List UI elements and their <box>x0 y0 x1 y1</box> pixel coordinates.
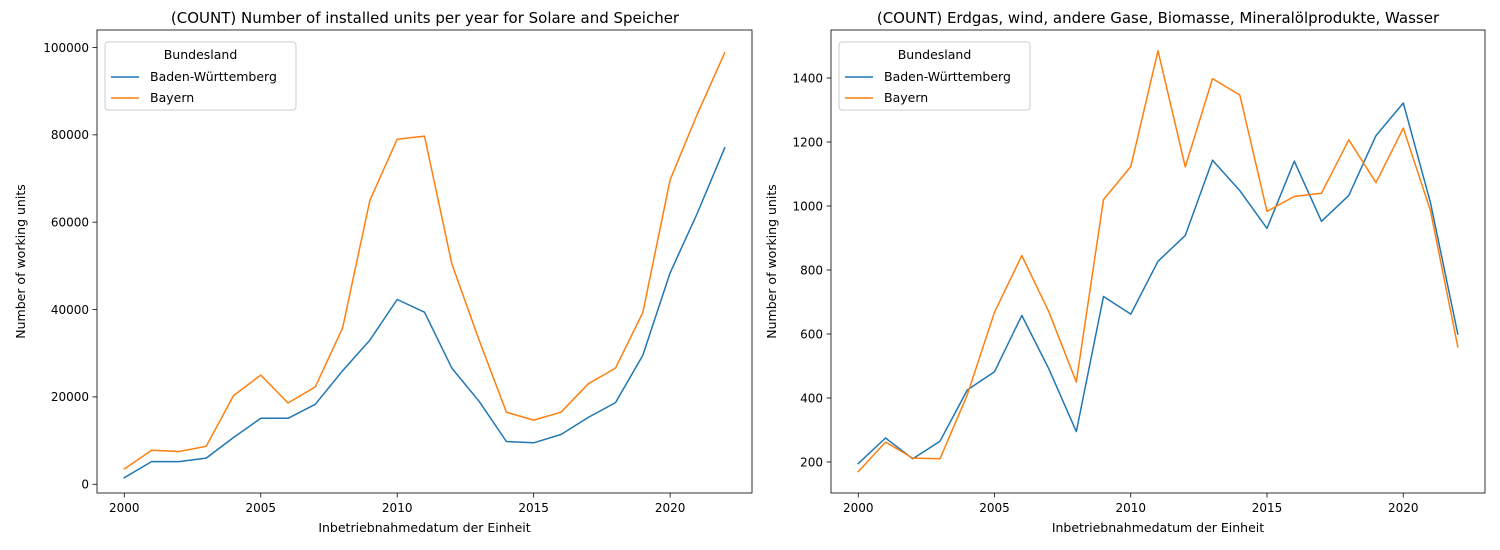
plot-frame <box>830 29 1486 494</box>
x-tick-label: 2000 <box>109 501 140 515</box>
series-line-bayern <box>857 50 1459 473</box>
y-tick-label: 40000 <box>51 303 89 317</box>
legend-title: Bundesland <box>898 47 972 62</box>
y-axis-label: Number of working units <box>764 184 779 339</box>
y-tick-label: 20000 <box>51 390 89 404</box>
y-axis-label: Number of working units <box>13 184 28 339</box>
legend-box <box>838 41 1031 111</box>
y-tick-label: 400 <box>800 391 823 405</box>
x-tick-label: 2020 <box>1388 501 1419 515</box>
legend-entry: Bayern <box>884 90 928 105</box>
series-line-baden-wuerttemberg <box>857 102 1459 465</box>
y-tick-label: 1400 <box>792 71 823 85</box>
x-tick-label: 2015 <box>518 501 549 515</box>
y-tick-label: 1000 <box>792 199 823 213</box>
y-tick-label: 1200 <box>792 135 823 149</box>
x-tick-label: 2015 <box>1252 501 1283 515</box>
y-tick-label: 0 <box>81 478 89 492</box>
x-tick-label: 2000 <box>843 501 874 515</box>
chart-title: (COUNT) Erdgas, wind, andere Gase, Bioma… <box>877 9 1440 27</box>
x-axis-label: Inbetriebnahmedatum der Einheit <box>318 520 530 535</box>
legend-entry: Baden-Württemberg <box>884 69 1011 84</box>
y-tick-label: 100000 <box>43 41 89 55</box>
legend-entry: Bayern <box>150 90 194 105</box>
legend: Bundesland Baden-Württemberg Bayern <box>104 41 297 111</box>
series-line-baden-wuerttemberg <box>123 146 726 479</box>
legend: Bundesland Baden-Württemberg Bayern <box>838 41 1031 111</box>
plot-frame <box>96 29 753 494</box>
series-line-bayern <box>123 51 726 471</box>
y-tick-label: 800 <box>800 263 823 277</box>
x-tick-label: 2010 <box>382 501 413 515</box>
x-tick-label: 2005 <box>979 501 1010 515</box>
legend-title: Bundesland <box>164 47 238 62</box>
y-tick-label: 600 <box>800 327 823 341</box>
y-tick-label: 80000 <box>51 128 89 142</box>
chart-panel-2: (COUNT) Erdgas, wind, andere Gase, Bioma… <box>764 9 1486 535</box>
x-axis-label: Inbetriebnahmedatum der Einheit <box>1052 520 1264 535</box>
legend-box <box>104 41 297 111</box>
x-tick-label: 2005 <box>245 501 276 515</box>
x-tick-label: 2020 <box>655 501 686 515</box>
y-tick-label: 200 <box>800 455 823 469</box>
chart-panel-1: (COUNT) Number of installed units per ye… <box>13 9 753 535</box>
y-tick-label: 60000 <box>51 215 89 229</box>
legend-entry: Baden-Württemberg <box>150 69 277 84</box>
chart-title: (COUNT) Number of installed units per ye… <box>171 9 680 27</box>
x-tick-label: 2010 <box>1115 501 1146 515</box>
